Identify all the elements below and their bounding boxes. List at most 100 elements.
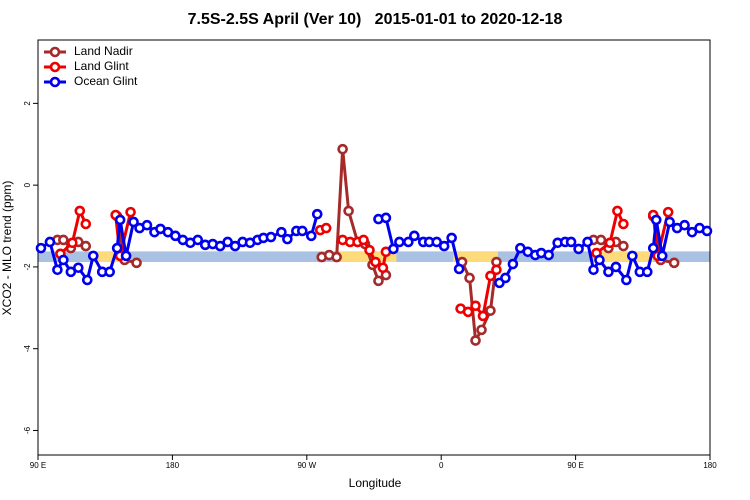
data-point: [595, 234, 607, 246]
data-point: [111, 242, 123, 254]
data-point: [438, 240, 450, 252]
band: [94, 251, 131, 263]
data-point: [543, 249, 555, 261]
data-point: [35, 242, 47, 254]
data-point: [686, 226, 698, 238]
data-point: [370, 256, 381, 268]
data-point: [331, 251, 342, 263]
x-tick-label: 90 E: [30, 461, 46, 470]
data-point: [603, 266, 614, 278]
data-point: [44, 236, 56, 248]
band: [336, 251, 397, 263]
legend-marker: [49, 61, 61, 73]
legend-marker: [49, 46, 61, 58]
x-axis-label: Longitude: [349, 476, 402, 490]
chart-title: 7.5S-2.5S April (Ver 10) 2015-01-01 to 2…: [188, 11, 563, 28]
data-point: [618, 218, 629, 230]
data-point: [668, 257, 680, 269]
y-tick-label: 2: [23, 101, 32, 106]
data-point: [470, 335, 481, 346]
y-axis-label: XCO2 - MLO trend (ppm): [0, 181, 14, 316]
data-point: [337, 143, 348, 155]
data-point: [343, 205, 354, 217]
data-point: [114, 214, 126, 226]
legend-label: Land Nadir: [74, 44, 133, 58]
data-point: [67, 237, 78, 249]
data-point: [491, 264, 502, 276]
y-tick-label: -4: [23, 345, 32, 353]
data-point: [192, 234, 204, 246]
data-point: [462, 306, 474, 318]
data-point: [125, 206, 136, 218]
legend-marker: [49, 76, 61, 88]
data-point: [650, 214, 662, 226]
data-point: [573, 243, 584, 255]
data-point: [485, 270, 496, 282]
data-point: [80, 218, 92, 230]
data-point: [170, 230, 181, 242]
data-point: [627, 250, 638, 262]
x-tick-label: 90 W: [297, 461, 316, 470]
data-point: [87, 250, 99, 262]
x-tick-label: 0: [439, 461, 444, 470]
data-point: [612, 205, 623, 217]
y-tick-label: 0: [23, 182, 32, 187]
data-point: [265, 231, 277, 243]
data-point: [610, 261, 622, 273]
y-tick-label: -2: [23, 263, 32, 271]
data-point: [377, 262, 389, 274]
data-point: [373, 275, 384, 287]
data-point: [701, 225, 713, 237]
data-point: [222, 236, 233, 248]
band: [453, 251, 498, 263]
data-point: [582, 236, 593, 248]
data-point: [476, 324, 487, 336]
legend-label: Land Glint: [74, 59, 129, 73]
data-point: [128, 216, 139, 228]
data-point: [656, 250, 668, 262]
band: [593, 251, 654, 263]
data-point: [409, 230, 420, 242]
data-point: [394, 236, 405, 248]
data-point: [403, 236, 414, 248]
data-point: [588, 264, 599, 276]
data-point: [565, 236, 577, 248]
data-point: [297, 225, 308, 237]
data-point: [664, 216, 675, 228]
data-point: [52, 264, 63, 276]
data-point: [618, 240, 629, 252]
data-point: [276, 226, 287, 238]
data-point: [470, 300, 481, 312]
x-tick-label: 90 E: [567, 461, 583, 470]
data-point: [73, 262, 84, 274]
data-point: [641, 266, 653, 278]
data-point: [104, 266, 115, 278]
data-point: [662, 206, 674, 218]
data-point: [58, 234, 69, 246]
data-point: [679, 219, 690, 231]
data-point: [485, 305, 496, 316]
x-tick-label: 180: [166, 461, 180, 470]
data-point: [305, 230, 317, 242]
data-point: [380, 212, 392, 224]
data-point: [477, 310, 489, 322]
data-point: [594, 254, 605, 266]
data-point: [358, 234, 369, 246]
data-point: [131, 257, 142, 269]
data-point: [120, 250, 132, 262]
data-point: [229, 240, 241, 252]
data-point: [507, 258, 519, 270]
data-point: [311, 208, 323, 220]
data-point: [214, 240, 226, 252]
data-point: [74, 205, 86, 217]
data-point: [65, 266, 77, 278]
x-tick-label: 180: [703, 461, 717, 470]
data-point: [81, 274, 93, 286]
data-point: [500, 272, 511, 284]
data-point: [453, 263, 465, 275]
data-point: [621, 274, 632, 286]
data-point: [58, 254, 69, 266]
data-point: [464, 272, 475, 284]
